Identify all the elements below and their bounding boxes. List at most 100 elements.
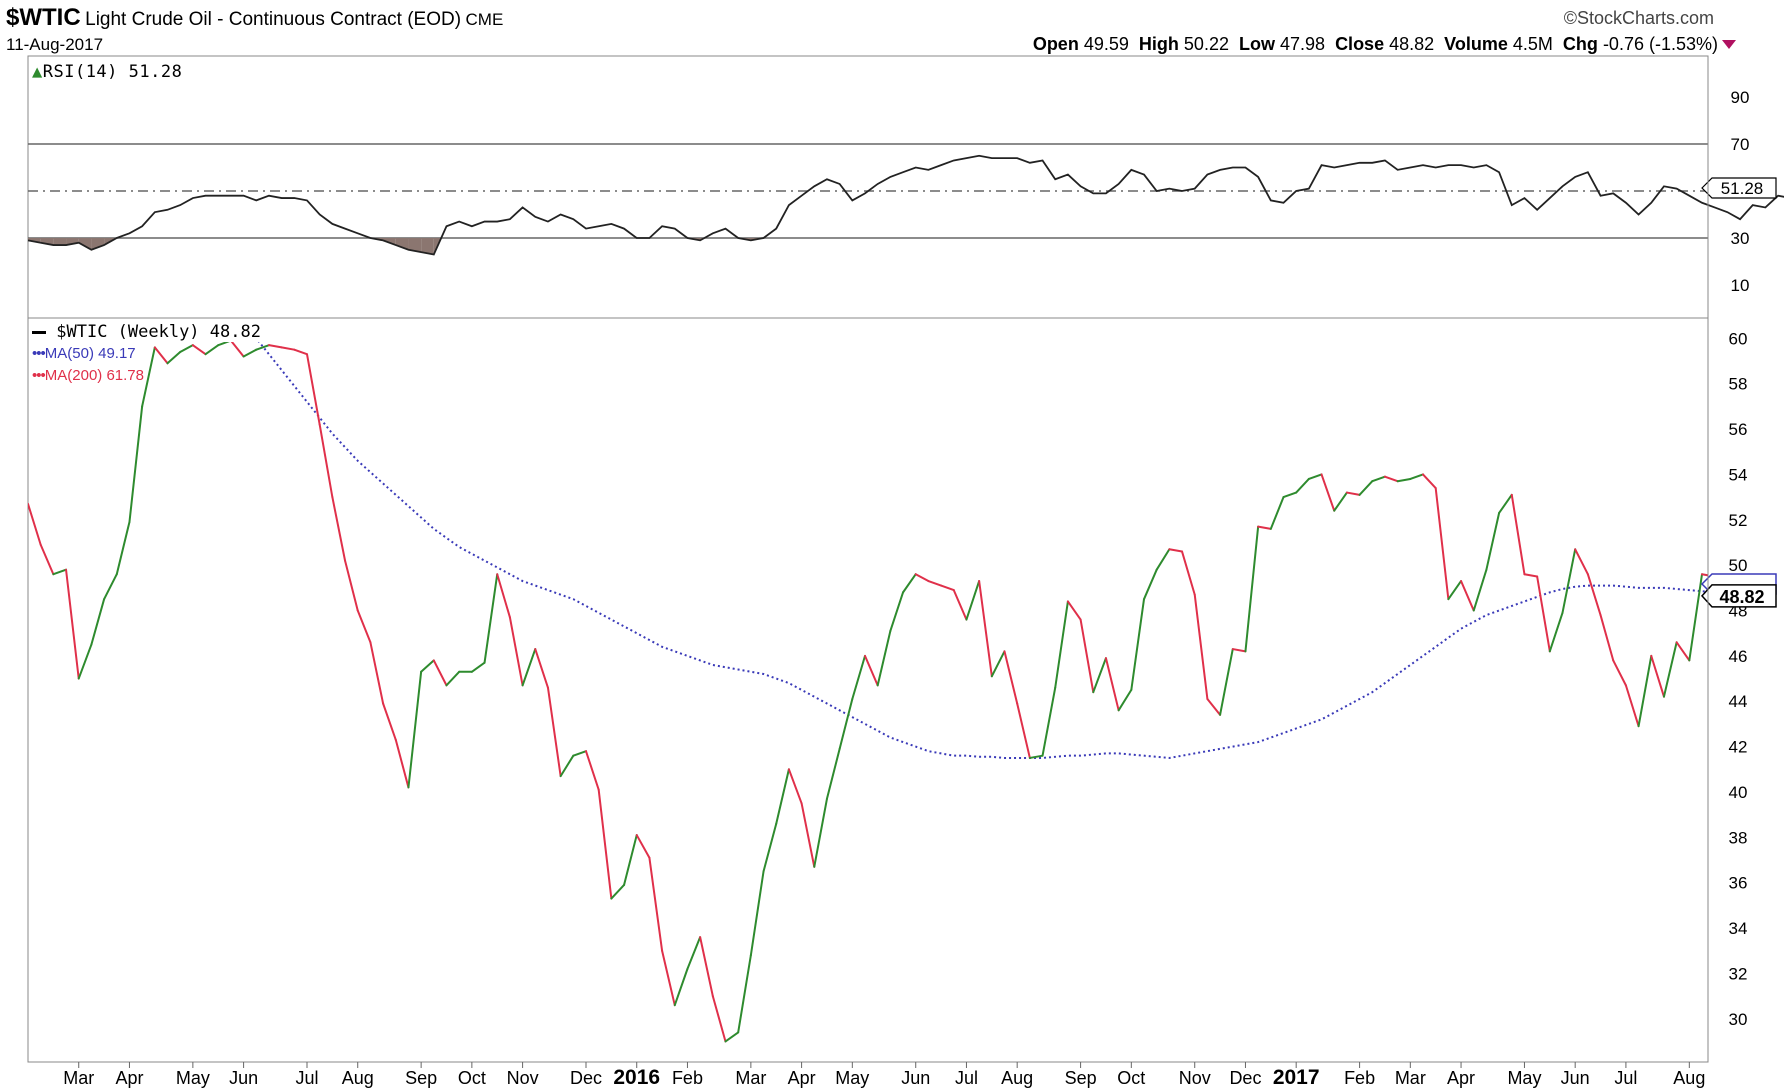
price-segment (737, 954, 752, 1034)
ma50-legend-swatch: ••• (32, 345, 46, 362)
price-segment (1701, 573, 1708, 577)
price-segment (623, 834, 638, 886)
price-segment (204, 344, 220, 356)
x-tick-label: Mar (63, 1068, 94, 1088)
rsi-oversold-fill (91, 238, 105, 250)
price-segment (1662, 641, 1678, 698)
price-segment (635, 834, 651, 859)
chg-value: -0.76 (-1.53%) (1602, 34, 1718, 54)
price-segment (1244, 525, 1260, 653)
price-segment (28, 502, 42, 546)
x-tick-label: Dec (1229, 1068, 1261, 1088)
rsi-panel: 90 70 30 10 51.28 (27, 55, 1784, 319)
price-segment (1383, 475, 1399, 483)
price-segment (141, 346, 156, 408)
x-tick-label: Feb (1344, 1068, 1375, 1088)
price-segment (1650, 654, 1665, 698)
price-segment (1460, 580, 1475, 612)
price-segment (610, 883, 626, 900)
price-segment (1586, 573, 1602, 617)
price-segment (103, 573, 118, 601)
price-segment (229, 339, 245, 358)
price-segment (787, 768, 803, 805)
price-segment (115, 521, 131, 576)
price-tick-36: 36 (1729, 874, 1748, 893)
price-segment (699, 936, 714, 998)
price-segment (1295, 477, 1310, 494)
x-tick-label: Jun (229, 1068, 258, 1088)
price-segment (559, 754, 575, 778)
price-segment (1333, 491, 1348, 512)
x-tick-label: Mar (735, 1068, 766, 1088)
price-tick-34: 34 (1729, 919, 1748, 938)
x-tick-label: Apr (115, 1068, 143, 1088)
price-segment (902, 573, 917, 594)
rsi-tick-30: 30 (1731, 229, 1750, 248)
chart-date: 11-Aug-2017 (6, 35, 104, 54)
price-segment (255, 344, 270, 351)
price-value-label: 48.82 (1719, 587, 1764, 607)
price-segment (1092, 657, 1107, 694)
price-segment (1498, 493, 1513, 514)
chg-label: Chg (1562, 34, 1598, 54)
rsi-line (27, 154, 1784, 256)
price-segment (546, 686, 562, 778)
x-tick-label: Aug (1001, 1068, 1033, 1088)
price-segment (1168, 548, 1184, 553)
price-segment (267, 344, 283, 349)
price-segment (534, 648, 549, 689)
price-segment (940, 584, 955, 592)
price-segment (813, 797, 828, 868)
price-segment (889, 591, 905, 632)
price-segment (1434, 487, 1450, 601)
price-tick-44: 44 (1729, 692, 1748, 711)
x-tick-label: Jun (901, 1068, 930, 1088)
exchange-label: CME (465, 10, 504, 29)
price-segment (1041, 686, 1057, 757)
chart-title: $WTIC Light Crude Oil - Continuous Contr… (6, 4, 503, 32)
price-segment (1510, 493, 1526, 576)
x-tick-label: May (1507, 1068, 1541, 1088)
low-value: 47.98 (1280, 34, 1326, 54)
ma200-legend: •••MA(200) 61.78 (32, 367, 144, 384)
rsi-oversold-fill (395, 238, 409, 250)
price-tick-32: 32 (1729, 964, 1748, 983)
price-segment (1307, 473, 1323, 480)
x-tick-label: Oct (458, 1068, 486, 1088)
price-segment (39, 543, 55, 576)
price-segment (597, 788, 613, 900)
rsi-triangle-icon: ▲ (32, 62, 43, 82)
price-segment (445, 670, 461, 687)
price-segment (394, 738, 410, 789)
ma200-legend-swatch: ••• (32, 367, 46, 384)
price-segment (1054, 600, 1069, 689)
low-label: Low (1238, 34, 1275, 54)
price-segment (1117, 688, 1133, 712)
price-segment (686, 936, 702, 970)
price-segment (306, 353, 321, 426)
price-segment (191, 344, 207, 356)
x-tick-label: Jul (955, 1068, 978, 1088)
price-segment (711, 995, 727, 1043)
open-label: Open (1032, 34, 1079, 54)
x-tick-label: Apr (1447, 1068, 1475, 1088)
high-value: 50.22 (1183, 34, 1229, 54)
price-segment (344, 559, 359, 612)
price-segment (179, 344, 194, 353)
price-segment (1219, 648, 1234, 716)
price-segment (1130, 598, 1145, 691)
price-segment (775, 768, 790, 825)
price-segment (965, 580, 981, 621)
price-segment (1637, 654, 1653, 728)
price-segment (128, 405, 144, 524)
price-tick-50: 50 (1729, 556, 1748, 575)
ma50-legend-label: MA(50) 49.17 (44, 345, 136, 362)
price-tick-30: 30 (1729, 1010, 1748, 1029)
price-segment (661, 949, 676, 1007)
price-segment (496, 573, 511, 619)
price-segment (1574, 548, 1589, 576)
price-segment (1409, 473, 1424, 480)
price-segment (331, 496, 347, 562)
x-tick-label: Aug (342, 1068, 374, 1088)
